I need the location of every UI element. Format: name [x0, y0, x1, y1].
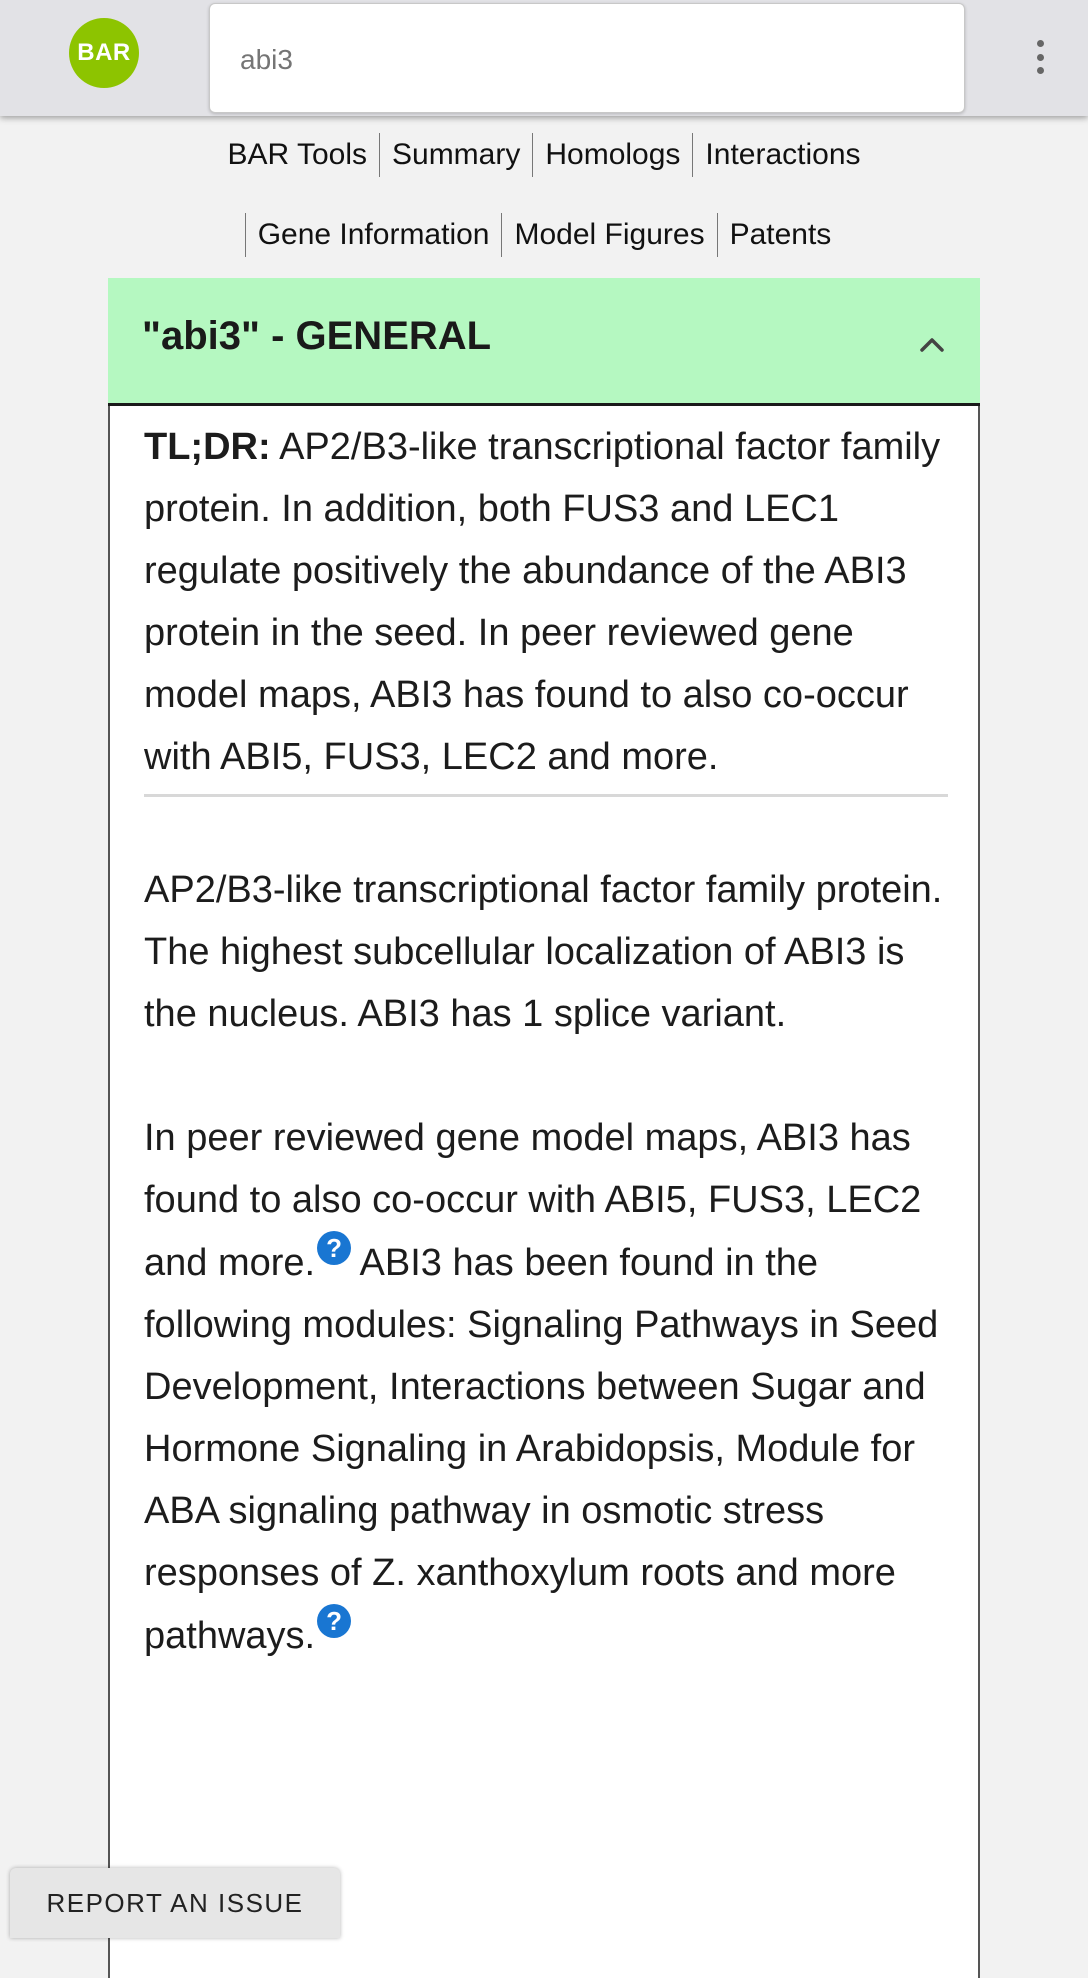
nav-summary[interactable]: Summary — [392, 138, 521, 171]
kebab-menu-icon[interactable] — [1024, 36, 1056, 78]
tldr-label: TL;DR: — [144, 426, 271, 468]
tldr-summary: TL;DR: AP2/B3-like transcriptional facto… — [144, 406, 948, 797]
search-input[interactable] — [238, 32, 932, 88]
kebab-dot — [1036, 40, 1044, 47]
app-bar: BAR — [0, 0, 1088, 116]
modules-text: ABI3 has been found in the following mod… — [144, 1242, 939, 1657]
nav-row-1: BAR Tools Summary Homologs Interactions — [0, 130, 1088, 180]
general-panel: "abi3" - GENERAL TL;DR: AP2/B3-like tran… — [108, 278, 980, 1978]
description-paragraph: AP2/B3-like transcriptional factor famil… — [144, 869, 943, 1035]
kebab-dot — [1036, 67, 1044, 74]
kebab-dot — [1036, 53, 1044, 61]
tldr-text: AP2/B3-like transcriptional factor famil… — [144, 426, 941, 778]
nav-homologs[interactable]: Homologs — [545, 138, 681, 171]
nav-separator — [379, 133, 380, 177]
nav-interactions[interactable]: Interactions — [705, 138, 861, 171]
nav-separator — [244, 213, 246, 257]
help-icon[interactable]: ? — [317, 1604, 352, 1638]
search-box[interactable] — [209, 3, 965, 113]
nav-separator — [532, 133, 534, 177]
gene-model-text: In peer reviewed gene model maps, ABI3 h… — [144, 1117, 922, 1284]
gene-model-paragraph: In peer reviewed gene model maps, ABI3 h… — [144, 1107, 946, 1667]
chevron-up-icon[interactable] — [912, 324, 952, 364]
panel-title: "abi3" - GENERAL — [142, 314, 492, 358]
nav-bar-tools[interactable]: BAR Tools — [227, 138, 367, 171]
panel-content: TL;DR: AP2/B3-like transcriptional facto… — [110, 406, 978, 1667]
nav-row-2: Gene Information Model Figures Patents — [0, 210, 1088, 260]
nav-patents[interactable]: Patents — [729, 218, 832, 251]
help-icon[interactable]: ? — [317, 1231, 352, 1265]
nav-model-figures[interactable]: Model Figures — [514, 218, 705, 251]
report-issue-button[interactable]: REPORT AN ISSUE — [10, 1868, 340, 1938]
nav-separator — [501, 213, 503, 257]
nav-separator — [716, 213, 718, 257]
panel-header[interactable]: "abi3" - GENERAL — [108, 278, 980, 406]
nav-separator — [692, 133, 694, 177]
bar-logo[interactable]: BAR — [69, 18, 139, 88]
nav-gene-information[interactable]: Gene Information — [257, 218, 490, 251]
